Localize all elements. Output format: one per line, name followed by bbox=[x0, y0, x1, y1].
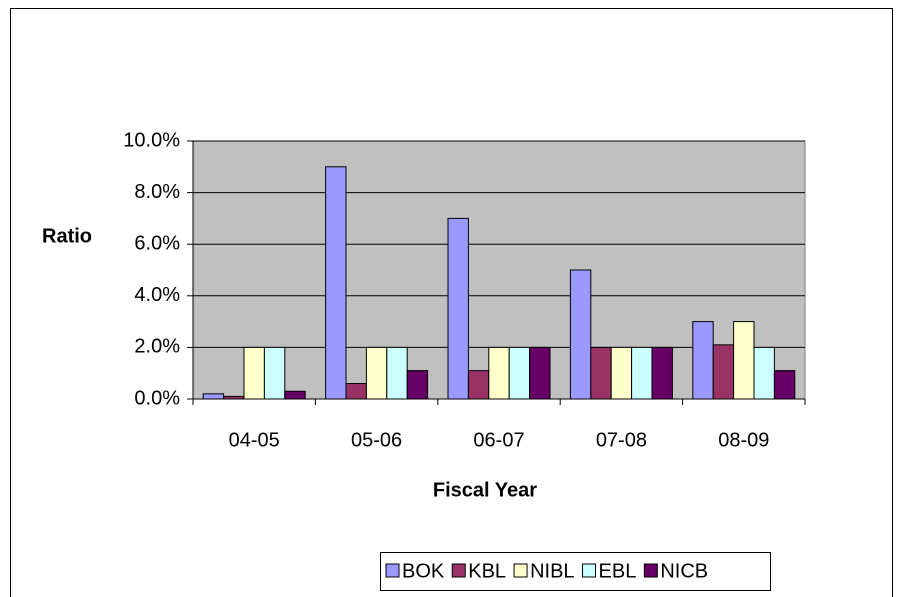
bar bbox=[569, 269, 592, 400]
bar bbox=[325, 166, 347, 400]
legend-box bbox=[380, 552, 771, 591]
legend-swatch bbox=[385, 563, 400, 578]
bar bbox=[488, 346, 510, 400]
legend-swatch bbox=[513, 563, 528, 578]
bar bbox=[529, 346, 551, 400]
bar bbox=[590, 346, 612, 400]
bar bbox=[733, 321, 755, 400]
bar bbox=[610, 346, 633, 400]
x-tick-label: 07-08 bbox=[596, 429, 647, 451]
legend-label: KBL bbox=[468, 560, 506, 582]
x-tick-label: 05-06 bbox=[351, 429, 402, 451]
y-tick-label: 8.0% bbox=[134, 181, 180, 203]
bar bbox=[631, 346, 653, 400]
x-tick-label: 04-05 bbox=[229, 429, 280, 451]
x-axis-label: Fiscal Year bbox=[433, 479, 537, 501]
bar bbox=[447, 217, 469, 400]
y-axis-label: Ratio bbox=[42, 225, 92, 247]
y-tick-label: 4.0% bbox=[134, 284, 180, 306]
legend-label: NIBL bbox=[530, 560, 574, 582]
y-tick-label: 6.0% bbox=[134, 232, 180, 254]
legend-label: BOK bbox=[402, 560, 445, 582]
bar bbox=[467, 370, 490, 400]
y-tick-label: 2.0% bbox=[134, 336, 180, 358]
bar bbox=[243, 346, 265, 400]
x-tick-label: 08-09 bbox=[718, 429, 769, 451]
bar bbox=[202, 393, 225, 400]
bar bbox=[386, 346, 408, 400]
bar bbox=[345, 383, 367, 400]
legend-swatch bbox=[582, 563, 597, 578]
bar bbox=[508, 346, 531, 400]
bar bbox=[692, 321, 714, 400]
y-tick-label: 10.0% bbox=[123, 129, 180, 151]
x-tick-label: 06-07 bbox=[473, 429, 524, 451]
bar bbox=[263, 346, 286, 400]
legend-label: EBL bbox=[599, 560, 637, 582]
bar bbox=[773, 370, 796, 400]
y-tick-label: 0.0% bbox=[134, 387, 180, 409]
bar bbox=[284, 390, 306, 400]
bar bbox=[223, 395, 245, 400]
bar bbox=[753, 346, 775, 400]
legend-swatch bbox=[643, 563, 658, 578]
bar bbox=[406, 370, 429, 400]
legend-swatch bbox=[451, 563, 466, 578]
bar bbox=[365, 346, 388, 400]
bar bbox=[651, 346, 673, 400]
legend-label: NICB bbox=[660, 560, 708, 582]
bar bbox=[712, 344, 735, 400]
